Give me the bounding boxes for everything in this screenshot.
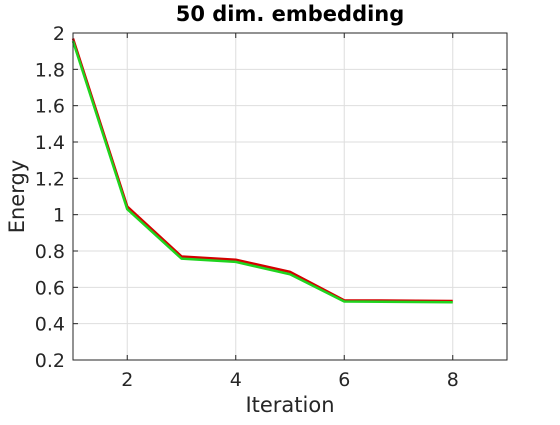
grid [73, 32, 507, 361]
axes-frame [72, 32, 508, 361]
series-line-2 [71, 40, 453, 304]
x-tick-label: 4 [230, 369, 242, 391]
y-tick-label: 1.4 [35, 132, 65, 154]
x-tick-label: 8 [447, 369, 459, 391]
y-tick-label: 0.6 [35, 277, 65, 299]
y-tick-label: 1.6 [35, 96, 65, 118]
axis-ticks: 2 4 6 8 0.2 0.4 0.6 0.8 1 1.2 1.4 1.6 1.8 2 [35, 23, 507, 391]
x-tick-label: 6 [338, 369, 350, 391]
y-tick-label: 1.8 [35, 59, 65, 81]
chart-title: 50 dim. embedding [176, 2, 405, 26]
x-tick-label: 2 [121, 369, 133, 391]
y-tick-label: 2 [53, 23, 65, 45]
series-line-1 [71, 38, 453, 303]
y-tick-label: 1.2 [35, 168, 65, 190]
y-tick-label: 0.2 [35, 350, 65, 372]
y-tick-label: 1 [53, 205, 65, 227]
y-tick-label: 0.8 [35, 241, 65, 263]
series-lines [71, 38, 453, 304]
x-axis-label: Iteration [245, 393, 334, 417]
y-tick-label: 0.4 [35, 314, 65, 336]
y-axis-label: Energy [5, 160, 29, 234]
